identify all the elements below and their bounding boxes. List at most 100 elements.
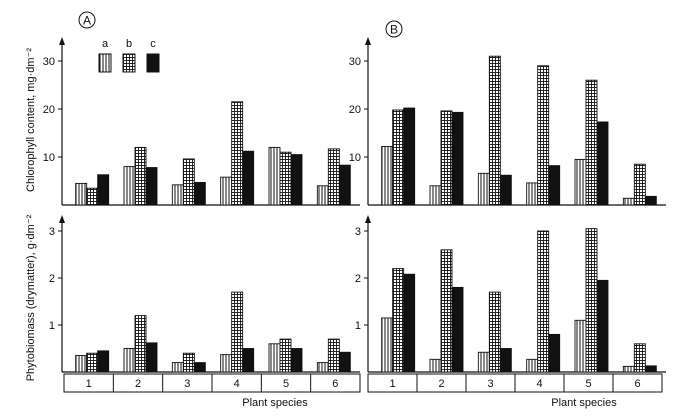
bar-a-top-species-6-a <box>316 185 329 206</box>
category-label: 5 <box>585 378 591 390</box>
bar-a-bottom-species-6-b <box>327 338 340 373</box>
bar-a-top-species-1-b <box>86 187 99 206</box>
bar-b-bottom-species-2-c <box>451 286 464 373</box>
bar-b-top-species-4-a <box>526 182 539 206</box>
bar-b-bottom-species-4-a <box>526 358 539 373</box>
bar-a-bottom-species-1-c <box>97 350 110 373</box>
category-label: 3 <box>184 378 190 390</box>
y-tick-label: 1 <box>355 320 361 332</box>
bar-b-top-species-6-c <box>644 195 657 206</box>
bar-b-top-species-2-a <box>429 185 442 206</box>
bar-a-top-species-1-c <box>97 174 110 206</box>
bar-a-bottom-species-4-a <box>220 354 233 373</box>
legend: a b c <box>98 38 160 73</box>
bar-b-bottom-species-6-a <box>622 365 635 373</box>
bar-b-bottom-species-5-a <box>574 319 587 373</box>
category-label: 4 <box>536 378 542 390</box>
bar-a-bottom-species-3-a <box>171 362 184 373</box>
bar-a-top-species-4-a <box>220 176 233 206</box>
bar-a-top-species-3-a <box>171 184 184 206</box>
bar-b-bottom-species-2-b <box>440 249 453 373</box>
panel-letter-b: B <box>385 20 403 38</box>
bar-a-bottom-species-1-b <box>86 352 99 373</box>
panel-letter-a: A <box>78 11 96 29</box>
y-tick-label: 10 <box>43 152 55 164</box>
bar-a-bottom-species-3-c <box>193 362 206 373</box>
category-label: 6 <box>332 378 338 390</box>
category-boxes-a: 1 2 3 4 5 6 <box>63 373 361 393</box>
bar-a-top-species-3-c <box>193 181 206 206</box>
xlabel-a: Plant species <box>242 397 308 409</box>
panel-letter-a-text: A <box>83 14 91 28</box>
bar-b-bottom-species-1-c <box>403 273 416 373</box>
bar-b-top-species-4-c <box>548 165 561 206</box>
category-label: 1 <box>86 378 92 390</box>
bar-b-bottom-species-4-c <box>548 333 561 373</box>
bar-b-top-species-1-b <box>392 109 405 206</box>
category-label: 5 <box>283 378 289 390</box>
bar-a-top-species-3-b <box>182 158 195 206</box>
bar-a-top-species-1-a <box>75 182 88 206</box>
xlabel-b: Plant species <box>551 397 617 409</box>
bar-b-top-species-3-c <box>499 174 512 206</box>
y-tick-label: 10 <box>349 152 361 164</box>
bar-a-bottom-species-2-b <box>134 315 147 373</box>
y-axis-arrow <box>59 215 65 223</box>
bar-b-bottom-species-1-b <box>392 268 405 373</box>
bar-b-bottom-species-2-a <box>429 358 442 373</box>
bar-b-bottom-species-3-c <box>499 348 512 373</box>
y-tick-label: 2 <box>355 273 361 285</box>
y-tick-label: 2 <box>49 273 55 285</box>
legend-swatch-a <box>98 53 112 73</box>
bar-b-top-species-5-a <box>574 158 587 206</box>
bar-a-bottom-species-6-c <box>338 351 351 373</box>
bar-b-bottom-species-5-c <box>596 279 609 373</box>
bar-b-top-species-1-c <box>403 107 416 206</box>
bar-b-top-species-2-c <box>451 111 464 206</box>
legend-label-a: a <box>102 38 109 50</box>
bar-a-bottom-species-3-b <box>182 352 195 373</box>
bar-a-bottom-species-4-c <box>242 348 255 373</box>
bar-b-bottom-species-3-b <box>488 291 501 373</box>
ylabel-chlorophyll: Chlorophyll content, mg·dm⁻² <box>25 48 37 192</box>
bar-a-top-species-6-c <box>338 164 351 206</box>
y-tick-label: 3 <box>355 226 361 238</box>
bar-b-bottom-species-6-c <box>644 365 657 373</box>
bar-a-top-species-5-c <box>290 154 303 206</box>
bar-a-bottom-species-4-b <box>231 291 244 373</box>
bar-b-bottom-species-4-b <box>537 230 550 373</box>
bar-a-bottom-species-6-a <box>316 362 329 373</box>
y-tick-label: 1 <box>49 320 55 332</box>
bar-a-top-species-5-a <box>268 146 281 206</box>
panel-letter-b-text: B <box>390 23 398 37</box>
bar-b-bottom-species-5-b <box>585 228 598 373</box>
category-boxes-b: 1 2 3 4 5 6 <box>367 373 663 393</box>
y-axis-arrow <box>365 215 371 223</box>
y-tick-label: 30 <box>349 56 361 68</box>
bar-b-bottom-species-3-a <box>477 351 490 373</box>
legend-label-b: b <box>126 38 132 50</box>
y-tick-label: 3 <box>49 226 55 238</box>
panel-b-phytobiomass: 1 2 3 <box>355 215 666 373</box>
bar-a-top-species-2-a <box>123 166 136 206</box>
bar-b-top-species-2-b <box>440 110 453 206</box>
y-tick-label: 30 <box>43 56 55 68</box>
legend-swatch-c <box>146 53 160 73</box>
y-axis-arrow <box>365 37 371 45</box>
category-label: 3 <box>487 378 493 390</box>
bar-a-bottom-species-2-a <box>123 348 136 373</box>
bar-b-top-species-1-a <box>381 145 394 206</box>
category-label: 4 <box>234 378 240 390</box>
bar-b-top-species-6-a <box>622 197 635 206</box>
category-label: 1 <box>389 378 395 390</box>
bar-a-bottom-species-5-b <box>279 338 292 373</box>
bar-a-bottom-species-5-c <box>290 348 303 373</box>
bar-b-top-species-3-b <box>488 55 501 206</box>
bar-a-bottom-species-1-a <box>75 355 88 373</box>
category-label: 2 <box>135 378 141 390</box>
legend-label-c: c <box>150 38 156 50</box>
bar-b-bottom-species-6-b <box>633 343 646 373</box>
bar-a-top-species-2-c <box>145 167 158 206</box>
category-label: 6 <box>634 378 640 390</box>
bar-b-top-species-4-b <box>537 65 550 206</box>
